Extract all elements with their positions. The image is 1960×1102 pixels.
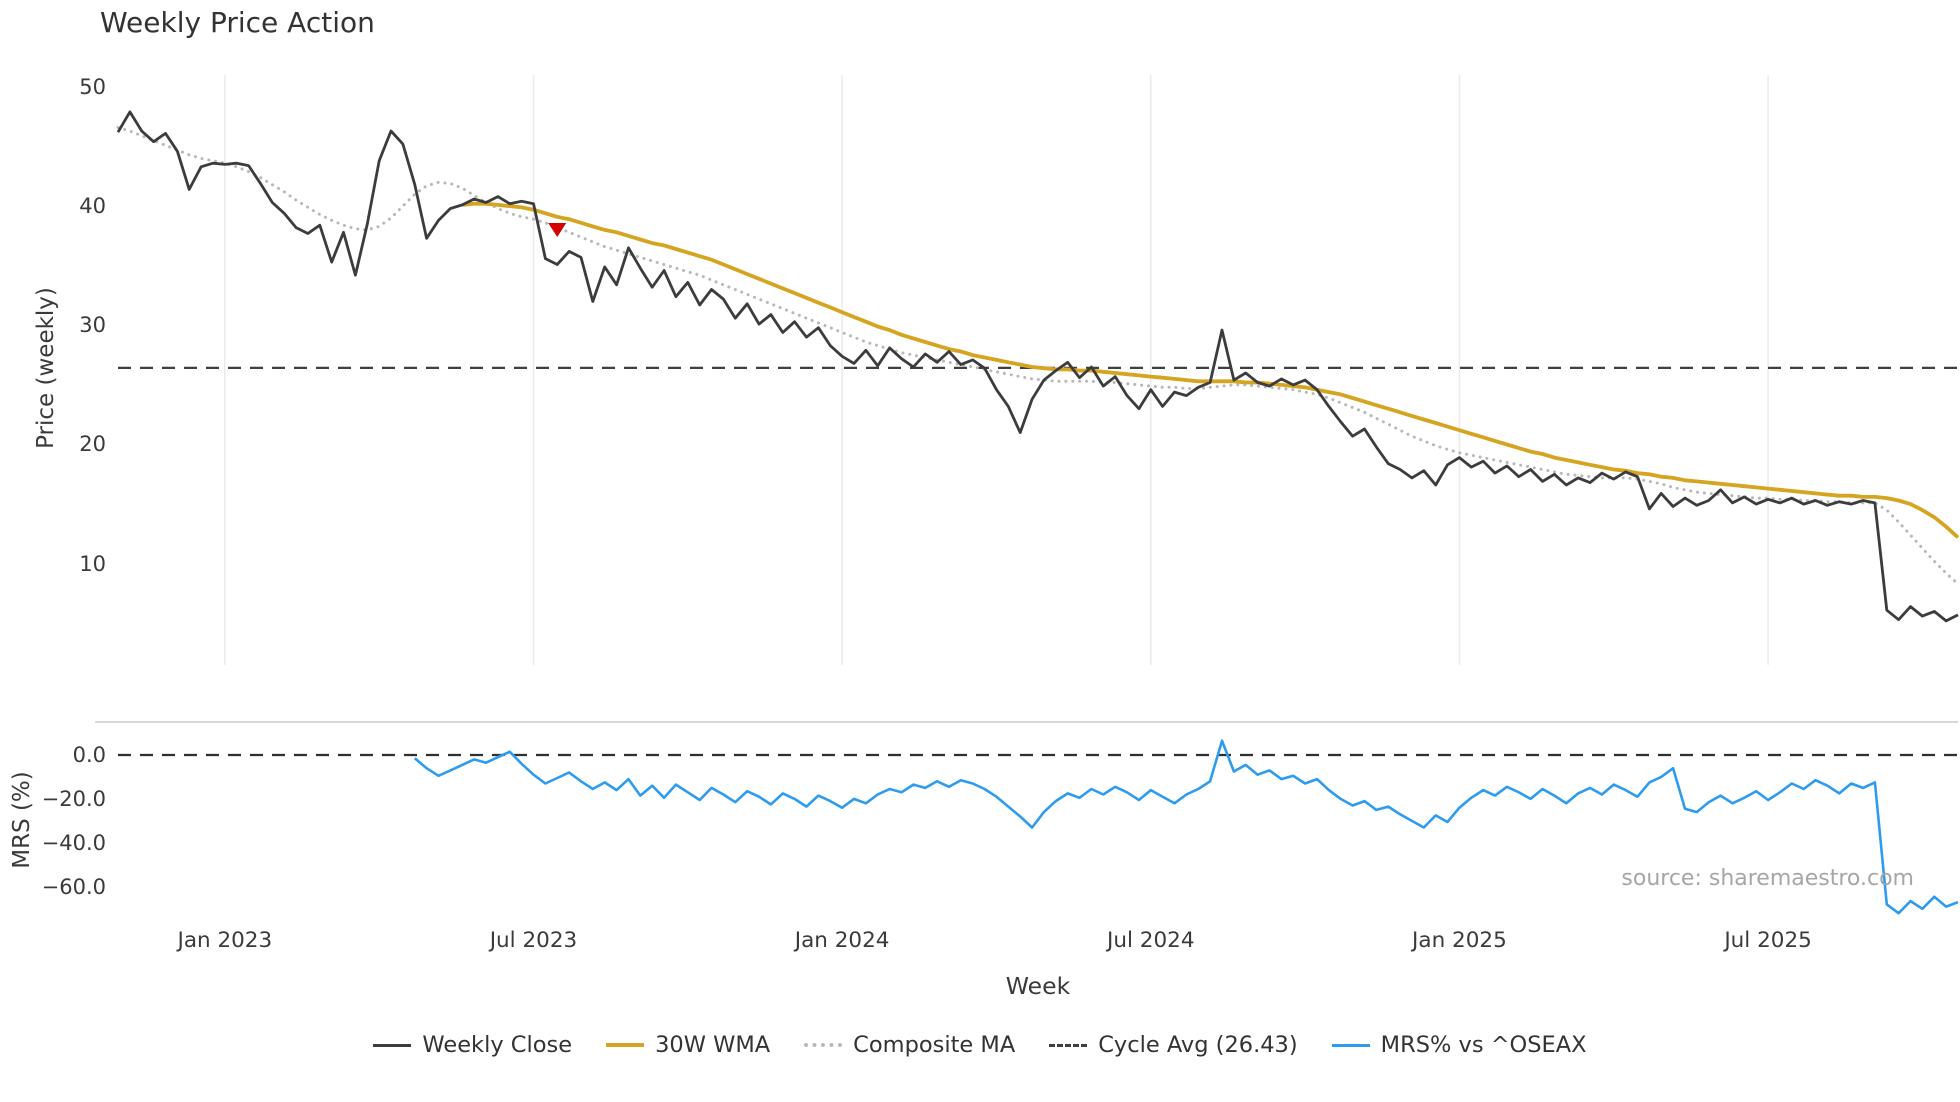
legend-label: 30W WMA — [655, 1032, 771, 1058]
legend-item: Cycle Avg (26.43) — [1049, 1032, 1298, 1058]
legend-item: Weekly Close — [373, 1032, 572, 1058]
legend-label: Weekly Close — [422, 1032, 573, 1058]
x-axis-label: Week — [1005, 972, 1071, 1000]
legend-label: Composite MA — [853, 1032, 1016, 1058]
y-tick-label: 30 — [79, 313, 106, 338]
wma-30w-line — [462, 201, 1960, 539]
y-tick-label: 50 — [79, 74, 106, 99]
legend-label: MRS% vs ^OSEAX — [1380, 1032, 1587, 1058]
y-tick-label: 40 — [79, 194, 106, 219]
mrs-line — [413, 739, 1959, 915]
chart-title: Weekly Price Action — [100, 6, 375, 39]
y-tick-label: −60.0 — [41, 874, 106, 899]
composite-ma-line — [116, 125, 1960, 586]
legend: Weekly Close 30W WMA Composite MA Cycle Avg… — [0, 1032, 1960, 1058]
y-tick-label: 20 — [79, 432, 106, 457]
x-tick-label: Jan 2023 — [177, 928, 273, 953]
source-watermark: source: sharemaestro.com — [1621, 866, 1914, 891]
y-tick-label: −20.0 — [41, 786, 106, 811]
x-tick-label: Jul 2023 — [489, 928, 578, 953]
legend-swatch-icon — [1049, 1043, 1088, 1047]
legend-swatch-icon — [606, 1043, 645, 1047]
x-tick-label: Jan 2025 — [1412, 928, 1507, 953]
weekly-close-line — [116, 110, 1959, 623]
y-tick-label: 10 — [79, 551, 106, 576]
legend-swatch-icon — [373, 1043, 412, 1047]
x-tick-label: Jan 2024 — [794, 928, 890, 953]
sell-signal-marker — [548, 222, 567, 237]
legend-item: 30W WMA — [606, 1032, 770, 1058]
y-tick-label: −40.0 — [41, 830, 106, 855]
legend-item: Composite MA — [804, 1032, 1015, 1058]
legend-swatch-icon — [1331, 1043, 1370, 1047]
x-tick-label: Jul 2024 — [1107, 928, 1195, 953]
legend-swatch-icon — [804, 1043, 843, 1047]
y-tick-label: 0.0 — [72, 742, 106, 767]
legend-label: Cycle Avg (26.43) — [1098, 1032, 1298, 1058]
legend-item: MRS% vs ^OSEAX — [1331, 1032, 1587, 1058]
x-tick-label: Jul 2025 — [1724, 928, 1812, 953]
